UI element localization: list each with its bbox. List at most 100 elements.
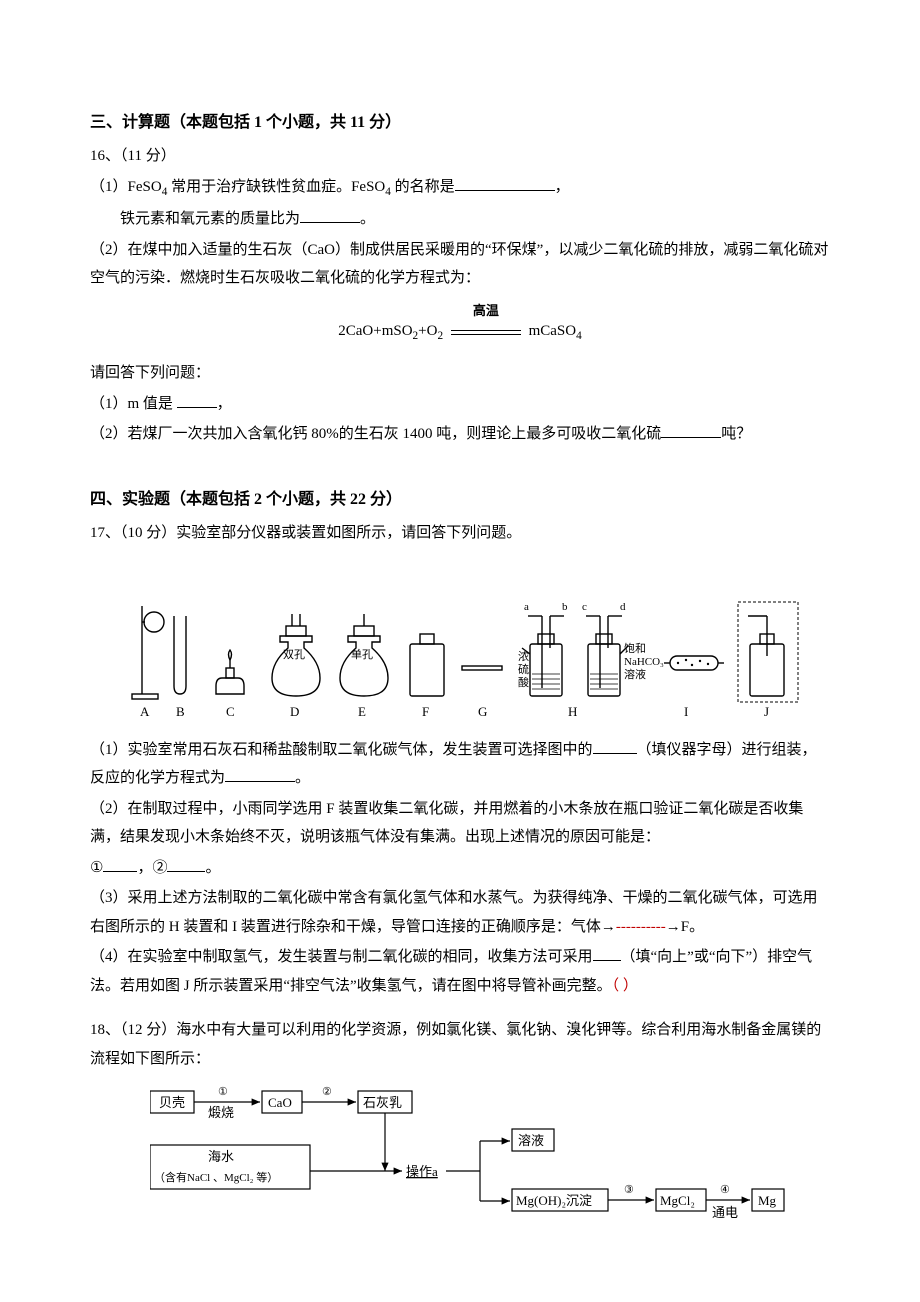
svg-text:海水: 海水 [208, 1149, 234, 1164]
svg-text:双孔: 双孔 [283, 648, 305, 661]
svg-text:煅烧: 煅烧 [208, 1105, 234, 1120]
q17-p2opt: ① ，② 。 [90, 854, 830, 883]
blank-updown[interactable] [593, 945, 621, 961]
q16-p5b: ， [217, 396, 232, 412]
eq-arrow-icon [451, 330, 521, 335]
q16-p1: （1）FeSO4 常用于治疗缺铁性贫血症。FeSO4 的名称是， [90, 173, 830, 203]
svg-text:（含有NaCl 、MgCl₂ 等）: （含有NaCl 、MgCl₂ 等） [154, 1170, 278, 1184]
blank-reason2[interactable] [167, 856, 205, 872]
svg-text:石灰乳: 石灰乳 [363, 1095, 402, 1110]
q16-p1b: 常用于治疗缺铁性贫血症。FeSO [167, 179, 385, 195]
q17-p1c: 。 [295, 770, 310, 786]
q17-p2: （2）在制取过程中，小雨同学选用 F 装置收集二氧化碳，并用燃着的小木条放在瓶口… [90, 795, 830, 852]
svg-text:硫: 硫 [518, 662, 529, 676]
flowchart-svg-icon: .bx{fill:#fff;stroke:#000;stroke-width:1… [150, 1083, 790, 1233]
svg-text:A: A [140, 704, 150, 719]
svg-text:c: c [582, 601, 587, 613]
apparatus-H: a b 浓 硫 酸 c d 饱和 NaHCO₃ 溶液 H [518, 601, 664, 719]
apparatus-diagram: .l{stroke:#000;stroke-width:1.4;fill:non… [130, 566, 830, 726]
apparatus-G: G [462, 666, 502, 719]
svg-text:G: G [478, 704, 487, 719]
q16-p5a: （1）m 值是 [90, 396, 177, 412]
svg-text:操作a: 操作a [406, 1164, 438, 1179]
blank-so2-tons[interactable] [661, 422, 721, 438]
section4-title: 四、实验题（本题包括 2 个小题，共 22 分） [90, 485, 830, 515]
section3-title: 三、计算题（本题包括 1 个小题，共 11 分） [90, 108, 830, 138]
svg-text:I: I [684, 704, 688, 719]
blank-equation[interactable] [225, 766, 295, 782]
svg-text:贝壳: 贝壳 [159, 1095, 185, 1110]
q16-p6: （2）若煤厂一次共加入含氧化钙 80%的生石灰 1400 吨，则理论上最多可吸收… [90, 420, 830, 449]
q17-opt2: ，② [137, 860, 167, 876]
apparatus-J: J [738, 602, 798, 719]
svg-text:B: B [176, 704, 185, 719]
q17-p3b: →F。 [666, 919, 704, 935]
q17-opt3: 。 [205, 860, 220, 876]
svg-text:a: a [524, 601, 529, 613]
eq-left: 2CaO+mSO [338, 323, 412, 339]
q17-p4paren[interactable]: （ ） [612, 978, 638, 994]
blank-device-letters[interactable] [593, 738, 637, 754]
svg-text:d: d [620, 601, 626, 613]
svg-text:酸: 酸 [518, 675, 529, 689]
q16-p2b: 。 [360, 211, 375, 227]
eq-cond: 高温 [451, 299, 521, 324]
q16-p1a: （1）FeSO [90, 179, 162, 195]
q16-head: 16、（11 分） [90, 142, 830, 171]
apparatus-I: I [664, 656, 724, 719]
blank-massratio[interactable] [300, 207, 360, 223]
svg-text:Mg(OH)₂沉淀: Mg(OH)₂沉淀 [516, 1193, 592, 1208]
q16-p4: 请回答下列问题： [90, 359, 830, 388]
q17-opt1: ① [90, 860, 103, 876]
apparatus-C: C [216, 650, 244, 719]
q16-p1c: 的名称是 [391, 179, 455, 195]
svg-text:CaO: CaO [268, 1095, 292, 1110]
q17-head: 17、（10 分）实验室部分仪器或装置如图所示，请回答下列问题。 [90, 519, 830, 548]
svg-text:D: D [290, 704, 299, 719]
svg-text:b: b [562, 601, 568, 613]
q17-p3a: （3）采用上述方法制取的二氧化碳中常含有氯化氢气体和水蒸气。为获得纯净、干燥的二… [90, 890, 818, 935]
q16-p1d: ， [555, 179, 570, 195]
q17-p1: （1）实验室常用石灰石和稀盐酸制取二氧化碳气体，发生装置可选择图中的（填仪器字母… [90, 736, 830, 793]
svg-text:②: ② [322, 1086, 332, 1098]
apparatus-A: A [132, 606, 164, 719]
sub-o2: 2 [437, 330, 443, 342]
svg-text:MgCl₂: MgCl₂ [660, 1193, 695, 1208]
svg-text:H: H [568, 704, 577, 719]
eq-left2: +O [418, 323, 437, 339]
q17-p3: （3）采用上述方法制取的二氧化碳中常含有氯化氢气体和水蒸气。为获得纯净、干燥的二… [90, 884, 830, 941]
blank-feso4-name[interactable] [455, 175, 555, 191]
q16-p5: （1）m 值是 ， [90, 390, 830, 419]
q17-p4a: （4）在实验室中制取氢气，发生装置与制二氧化碳的相同，收集方法可采用 [90, 949, 593, 965]
q17-p1a: （1）实验室常用石灰石和稀盐酸制取二氧化碳气体，发生装置可选择图中的 [90, 742, 593, 758]
sub-caso4: 4 [576, 330, 582, 342]
blank-tube-order[interactable]: ---------- [616, 919, 666, 935]
blank-reason1[interactable] [103, 856, 137, 872]
svg-text:饱和: 饱和 [624, 641, 646, 655]
svg-text:E: E [358, 704, 366, 719]
svg-text:通电: 通电 [712, 1205, 738, 1220]
q16-p6b: 吨？ [721, 426, 751, 442]
flowchart-diagram: .bx{fill:#fff;stroke:#000;stroke-width:1… [150, 1083, 830, 1244]
svg-text:J: J [764, 704, 769, 719]
q17-p4: （4）在实验室中制取氢气，发生装置与制二氧化碳的相同，收集方法可采用（填“向上”… [90, 943, 830, 1000]
eq-right: mCaSO [529, 323, 577, 339]
apparatus-B: B [174, 616, 186, 719]
svg-text:④: ④ [720, 1184, 730, 1196]
svg-text:Mg: Mg [758, 1193, 777, 1208]
apparatus-F: F [410, 634, 444, 719]
q16-p3: （2）在煤中加入适量的生石灰（CaO）制成供居民采暖用的“环保煤”，以减少二氧化… [90, 236, 830, 293]
apparatus-E: 单孔 E [340, 614, 388, 719]
q16-p2a: 铁元素和氧元素的质量比为 [120, 211, 300, 227]
svg-text:溶液: 溶液 [518, 1133, 544, 1148]
svg-text:①: ① [218, 1086, 228, 1098]
svg-text:F: F [422, 704, 429, 719]
svg-text:NaHCO₃: NaHCO₃ [624, 656, 664, 668]
blank-m[interactable] [177, 392, 217, 408]
q16-p2: 铁元素和氧元素的质量比为 。 [120, 205, 830, 234]
q16-p6a: （2）若煤厂一次共加入含氧化钙 80%的生石灰 1400 吨，则理论上最多可吸收… [90, 426, 661, 442]
svg-text:单孔: 单孔 [351, 648, 373, 661]
svg-text:C: C [226, 704, 235, 719]
q18-head: 18、（12 分）海水中有大量可以利用的化学资源，例如氯化镁、氯化钠、溴化钾等。… [90, 1016, 830, 1073]
q16-equation: 2CaO+mSO2+O2 高温 mCaSO4 [90, 317, 830, 347]
